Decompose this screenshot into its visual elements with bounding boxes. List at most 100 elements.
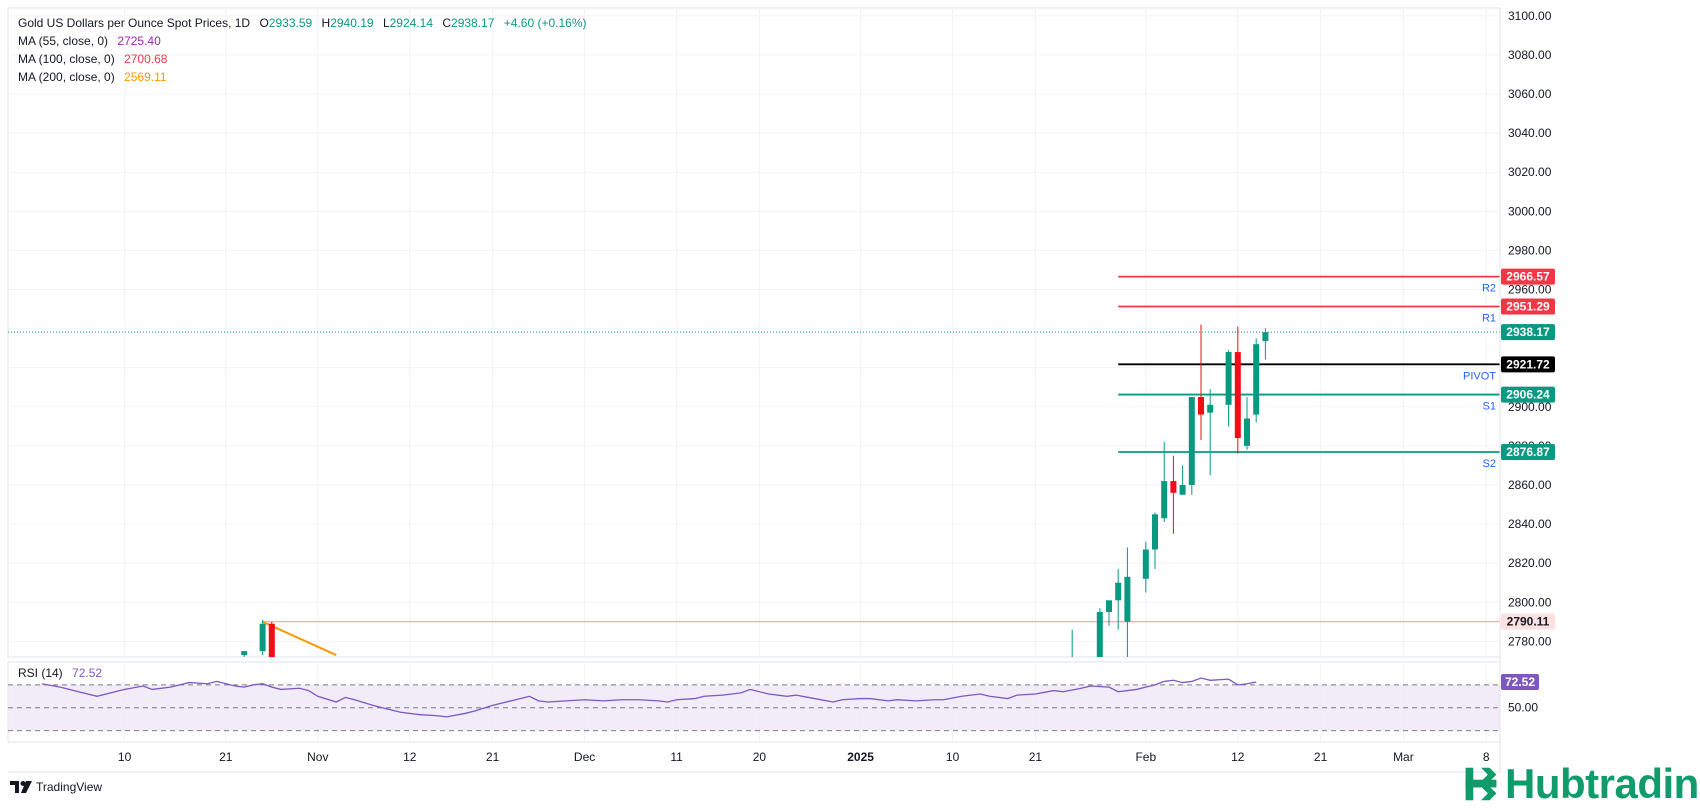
level-s2-badge [1501,443,1555,460]
x-tick-label: 21 [1029,750,1043,764]
tradingview-logo-icon [10,781,32,793]
x-tick-label: 10 [946,750,960,764]
rsi-value-badge [1501,673,1539,690]
level-pivot-badge-label: 2921.72 [1506,357,1550,371]
hubtrading-wordmark: Hubtrading [1505,760,1700,807]
candle-body[interactable] [1262,332,1269,342]
ma100-value: 2700.68 [124,52,168,66]
level-s1-badge-label: 2906.24 [1506,388,1550,402]
level-r2-badge-label: 2966.57 [1506,270,1550,284]
ohlc-close: C2938.17 [442,16,495,30]
x-tick-label: 21 [486,750,500,764]
ma200-value: 2569.11 [124,70,167,84]
x-tick-label: Mar [1393,750,1414,764]
ma100-legend[interactable]: MA (100, close, 0) 2700.68 [18,52,173,66]
y-tick-label: 2800.00 [1508,595,1552,609]
x-tick-label: Dec [574,750,595,764]
candle-body[interactable] [1096,612,1103,661]
candle-body[interactable] [1106,600,1112,613]
candle-body[interactable] [1152,514,1158,550]
y-tick-label: 3100.00 [1508,9,1552,23]
rsi-value: 72.52 [72,666,103,680]
candle-body[interactable] [1244,418,1250,446]
candle-body[interactable] [1253,344,1260,415]
x-tick-label: 2025 [847,750,874,764]
tradingview-label: TradingView [36,780,103,794]
level-name-r2: R2 [1482,283,1496,295]
tradingview-watermark[interactable]: TradingView [10,780,102,794]
ma55-legend[interactable]: MA (55, close, 0) 2725.40 [18,34,167,48]
y-tick-label: 2840.00 [1508,517,1552,531]
x-tick-label: 12 [403,750,417,764]
ohlc-low: L2924.14 [382,16,434,30]
price-pane-frame [7,7,1501,658]
axes: 2780.002800.002820.002840.002860.002880.… [8,8,1555,773]
ohlc-legend: Gold US Dollars per Ounce Spot Prices, 1… [18,16,593,30]
level-r1-badge [1501,298,1555,315]
hubtrading-logo-icon [1465,767,1497,801]
y-tick-label: 3080.00 [1508,48,1552,62]
y-tick-label: 2820.00 [1508,556,1552,570]
ma100-label: MA (100, close, 0) [18,52,115,66]
ohlc-open: O2933.59 [259,16,313,30]
x-tick-label: 12 [1231,750,1245,764]
level-name-pivot: PIVOT [1463,370,1496,382]
level-2790-badge-label: 2790.11 [1507,615,1550,629]
y-tick-label: 2780.00 [1508,634,1552,648]
ohlc-high: H2940.19 [321,16,374,30]
ma200-label: MA (200, close, 0) [18,70,115,84]
hubtrading-brand: Hubtrading [1463,760,1700,808]
rsi-label: RSI (14) [18,666,63,680]
candle-body[interactable] [259,623,266,652]
candle-body[interactable] [1161,481,1168,519]
last-price-badge [1501,324,1555,341]
y-tick-label: 3000.00 [1508,204,1552,218]
level-r2-badge [1501,268,1555,285]
x-tick-label: 20 [753,750,767,764]
x-tick-label: 8 [1483,750,1490,764]
y-tick-label: 2960.00 [1508,282,1552,296]
candle-body[interactable] [1207,404,1214,413]
y-tick-label: 3020.00 [1508,165,1552,179]
x-tick-label: Nov [307,750,328,764]
candle-body[interactable] [1188,397,1195,485]
level-s1-badge [1501,386,1555,403]
level-name-r1: R1 [1482,313,1496,325]
rsi-mid-label: 50.00 [1508,701,1538,715]
candle-body[interactable] [241,651,248,656]
candle-body[interactable] [1225,352,1232,405]
candle-body[interactable] [1170,481,1177,493]
y-tick-label: 3040.00 [1508,126,1552,140]
candle-body[interactable] [1179,484,1186,495]
price-pane[interactable]: R2 R1 PIVOT S1 S2 [7,7,1501,681]
y-tick-label: 3060.00 [1508,87,1552,101]
rsi-value-badge-label: 72.52 [1505,675,1535,689]
level-name-s2: S2 [1483,458,1496,470]
rsi-legend[interactable]: RSI (14) 72.52 [18,666,108,680]
price-plot[interactable] [8,275,1500,681]
y-tick-label: 2900.00 [1508,400,1552,414]
ma200-line[interactable] [262,620,337,656]
level-s2-badge-label: 2876.87 [1506,445,1550,459]
candle-body[interactable] [1115,582,1122,601]
symbol-title: Gold US Dollars per Ounce Spot Prices, 1… [18,16,251,30]
candle-body[interactable] [1124,576,1131,622]
level-2790-badge [1501,613,1555,630]
x-tick-label: Feb [1135,750,1156,764]
rsi-pane[interactable] [7,661,1501,743]
ohlc-change: +4.60 (+0.16%) [503,16,587,30]
rsi-line[interactable] [41,677,1257,718]
level-pivot-badge [1501,356,1555,373]
candle-body[interactable] [1234,352,1241,439]
candle-body[interactable] [1142,549,1149,579]
rsi-band [8,684,1500,731]
x-tick-label: 21 [219,750,233,764]
ma55-value: 2725.40 [117,34,161,48]
level-name-s1: S1 [1483,401,1496,413]
candle-body[interactable] [1198,397,1204,415]
y-tick-label: 2980.00 [1508,243,1552,257]
last-price-badge-label: 2938.17 [1506,325,1550,339]
ma200-legend[interactable]: MA (200, close, 0) 2569.11 [18,70,173,84]
candle-body[interactable] [268,623,275,671]
